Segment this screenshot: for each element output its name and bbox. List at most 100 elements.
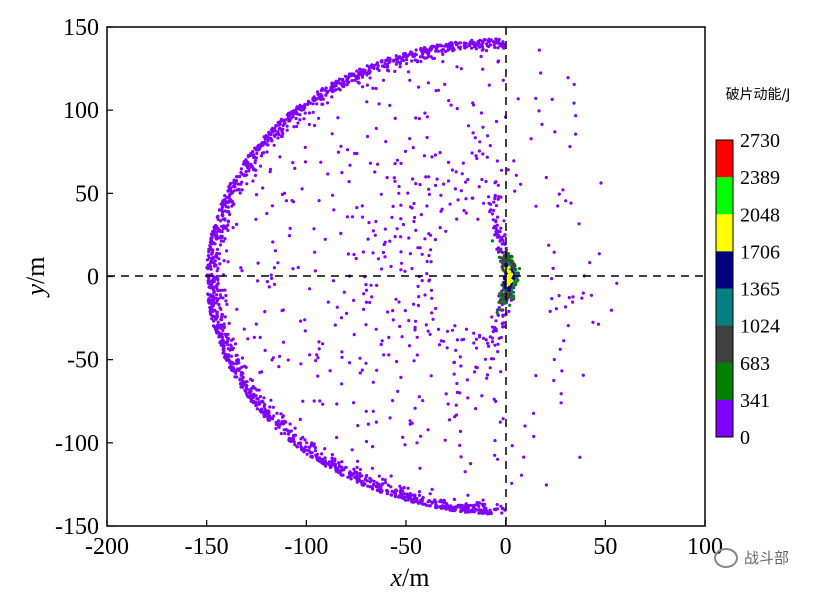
fragment-point [501, 40, 505, 44]
fragment-point [265, 211, 269, 216]
fragment-point [312, 227, 316, 231]
fragment-point [429, 260, 433, 264]
fragment-point [434, 49, 438, 53]
x-tick-label: -50 [390, 534, 422, 560]
fragment-point [348, 163, 352, 167]
fragment-point [425, 204, 429, 208]
fragment-point [401, 222, 405, 227]
fragment-point [208, 298, 213, 302]
fragment-point [232, 180, 236, 185]
fragment-point [485, 376, 489, 380]
fragment-point [335, 466, 340, 471]
fragment-point [286, 116, 290, 121]
fragment-point [270, 139, 274, 143]
fragment-point [458, 391, 462, 395]
fragment-point [317, 199, 321, 203]
fragment-point [387, 335, 391, 339]
fragment-point [303, 318, 307, 322]
fragment-point [417, 85, 421, 89]
fragment-point [456, 198, 460, 202]
fragment-point [560, 369, 564, 373]
fragment-point [207, 276, 211, 280]
colorbar-tick-label: 341 [740, 390, 770, 412]
fragment-point [440, 207, 444, 211]
fragment-point [441, 52, 445, 57]
fragment-point [474, 365, 478, 369]
fragment-point [470, 42, 475, 46]
fragment-point [408, 496, 412, 500]
fragment-point [486, 39, 490, 43]
fragment-point [274, 422, 278, 426]
fragment-point [246, 337, 250, 341]
fragment-point [454, 403, 458, 407]
fragment-point [330, 456, 334, 460]
fragment-point [539, 71, 543, 75]
fragment-point [239, 182, 243, 186]
fragment-point [205, 266, 209, 270]
fragment-point [483, 502, 487, 506]
fragment-point [340, 171, 344, 175]
x-tick-label: 50 [593, 534, 617, 560]
fragment-point [374, 86, 378, 91]
fragment-point [402, 497, 406, 501]
fragment-point [226, 200, 230, 204]
fragment-point [223, 315, 227, 319]
x-axis-ticks: -200 -150 -100 -50 0 50 100 [85, 520, 723, 560]
fragment-point [224, 352, 228, 356]
fragment-point [383, 62, 387, 66]
fragment-point [502, 46, 506, 50]
fragment-point [358, 467, 362, 472]
fragment-point [422, 48, 427, 52]
fragment-point [355, 206, 359, 210]
fragment-point [371, 229, 375, 233]
fragment-point [499, 301, 503, 305]
fragment-point [418, 466, 422, 470]
fragment-point [311, 110, 315, 114]
fragment-point [332, 208, 336, 212]
fragment-point [428, 504, 432, 508]
fragment-point [499, 370, 503, 374]
colorbar-tick-label: 1365 [740, 279, 780, 301]
fragment-point [401, 435, 405, 439]
fragment-point [335, 402, 339, 406]
fragment-point [236, 182, 240, 186]
fragment-point [588, 261, 592, 265]
fragment-point [501, 325, 505, 329]
fragment-point [499, 504, 503, 508]
fragment-point [448, 508, 452, 512]
fragment-point [364, 300, 369, 304]
fragment-point [218, 293, 222, 297]
fragment-point [406, 191, 410, 195]
fragment-point [404, 62, 409, 66]
fragment-point [492, 200, 496, 204]
fragment-point [303, 160, 308, 164]
fragment-point [426, 500, 430, 504]
fragment-point [394, 297, 398, 301]
fragment-point [495, 503, 499, 507]
fragment-point [364, 409, 368, 413]
fragment-point [283, 121, 287, 125]
fragment-point [496, 183, 500, 187]
fragment-point [364, 439, 369, 444]
fragment-point [487, 195, 491, 199]
x-tick-label: -100 [284, 534, 328, 560]
fragment-point [215, 277, 220, 281]
fragment-point [424, 175, 428, 179]
fragment-point [408, 492, 412, 496]
fragment-point [335, 435, 339, 440]
fragment-point [333, 463, 338, 467]
fragment-point [426, 81, 430, 85]
fragment-point [382, 353, 386, 357]
fragment-point [500, 511, 504, 515]
fragment-point [260, 399, 264, 403]
fragment-point [472, 331, 476, 335]
fragment-point [249, 162, 253, 167]
fragment-point [288, 226, 292, 230]
fragment-point [571, 300, 575, 304]
fragment-point [319, 160, 323, 164]
fragment-point [274, 426, 278, 431]
fragment-point [557, 192, 561, 196]
fragment-point [379, 267, 384, 271]
fragment-point [224, 293, 228, 298]
